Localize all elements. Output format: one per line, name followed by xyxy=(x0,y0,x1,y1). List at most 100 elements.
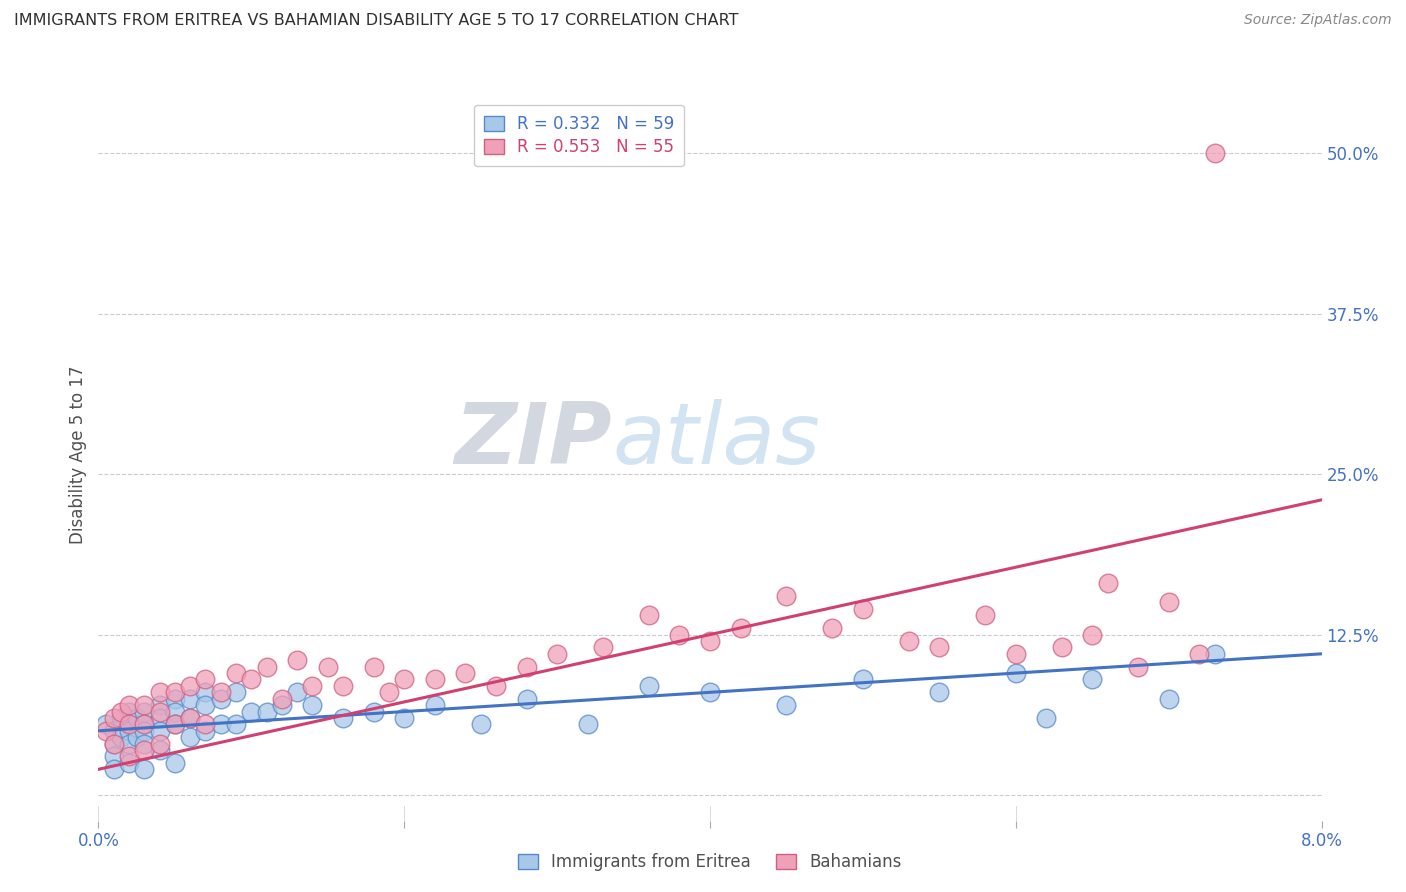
Text: IMMIGRANTS FROM ERITREA VS BAHAMIAN DISABILITY AGE 5 TO 17 CORRELATION CHART: IMMIGRANTS FROM ERITREA VS BAHAMIAN DISA… xyxy=(14,13,738,29)
Point xyxy=(103,711,125,725)
Point xyxy=(1157,595,1180,609)
Point xyxy=(179,730,201,744)
Point xyxy=(125,711,148,725)
Point xyxy=(149,711,172,725)
Point xyxy=(285,685,308,699)
Text: Source: ZipAtlas.com: Source: ZipAtlas.com xyxy=(1244,13,1392,28)
Point xyxy=(974,608,997,623)
Point xyxy=(149,698,172,713)
Point xyxy=(1097,576,1119,591)
Point xyxy=(134,705,156,719)
Point xyxy=(775,589,797,603)
Point xyxy=(163,691,186,706)
Point xyxy=(194,717,217,731)
Point xyxy=(668,627,690,641)
Point xyxy=(118,717,141,731)
Point xyxy=(852,673,875,687)
Point xyxy=(1050,640,1073,655)
Point xyxy=(110,730,132,744)
Point xyxy=(209,717,232,731)
Point xyxy=(179,679,201,693)
Point xyxy=(730,621,752,635)
Point xyxy=(1157,691,1180,706)
Point xyxy=(301,698,323,713)
Point xyxy=(225,685,247,699)
Point xyxy=(775,698,797,713)
Point xyxy=(103,723,125,738)
Point xyxy=(163,685,186,699)
Point xyxy=(209,685,232,699)
Point xyxy=(118,698,141,713)
Point xyxy=(1004,666,1026,681)
Point xyxy=(423,673,446,687)
Point xyxy=(94,717,117,731)
Point xyxy=(118,705,141,719)
Point xyxy=(149,737,172,751)
Point xyxy=(270,698,294,713)
Point xyxy=(134,762,156,776)
Point xyxy=(194,723,217,738)
Point xyxy=(163,717,186,731)
Point xyxy=(110,711,132,725)
Point xyxy=(699,634,721,648)
Point xyxy=(1128,659,1150,673)
Point xyxy=(332,679,354,693)
Point xyxy=(363,659,385,673)
Point xyxy=(546,647,568,661)
Point xyxy=(316,659,339,673)
Point xyxy=(163,717,186,731)
Point xyxy=(928,640,950,655)
Point xyxy=(240,705,263,719)
Point xyxy=(118,737,141,751)
Point xyxy=(1035,711,1057,725)
Point xyxy=(516,691,538,706)
Point xyxy=(103,737,125,751)
Point xyxy=(134,743,156,757)
Point xyxy=(454,666,477,681)
Point xyxy=(163,705,186,719)
Point xyxy=(256,705,278,719)
Point xyxy=(301,679,323,693)
Point xyxy=(194,673,217,687)
Point xyxy=(134,717,156,731)
Point xyxy=(194,685,217,699)
Point xyxy=(134,717,156,731)
Point xyxy=(928,685,950,699)
Point xyxy=(852,602,875,616)
Text: ZIP: ZIP xyxy=(454,399,612,482)
Point xyxy=(485,679,508,693)
Point xyxy=(392,711,416,725)
Point xyxy=(118,756,141,770)
Point xyxy=(897,634,920,648)
Point xyxy=(149,685,172,699)
Point xyxy=(209,691,232,706)
Point xyxy=(134,698,156,713)
Point xyxy=(392,673,416,687)
Point xyxy=(225,666,247,681)
Point xyxy=(592,640,614,655)
Point xyxy=(118,749,141,764)
Legend: Immigrants from Eritrea, Bahamians: Immigrants from Eritrea, Bahamians xyxy=(512,847,908,878)
Point xyxy=(179,711,201,725)
Point xyxy=(149,723,172,738)
Point xyxy=(118,723,141,738)
Y-axis label: Disability Age 5 to 17: Disability Age 5 to 17 xyxy=(69,366,87,544)
Point xyxy=(149,705,172,719)
Point xyxy=(332,711,354,725)
Point xyxy=(270,691,294,706)
Point xyxy=(1188,647,1211,661)
Point xyxy=(134,737,156,751)
Point xyxy=(94,723,117,738)
Point xyxy=(1004,647,1026,661)
Point xyxy=(423,698,446,713)
Point xyxy=(256,659,278,673)
Point xyxy=(1081,673,1104,687)
Point xyxy=(240,673,263,687)
Point xyxy=(363,705,385,719)
Point xyxy=(125,730,148,744)
Point xyxy=(576,717,599,731)
Point xyxy=(118,717,141,731)
Point xyxy=(149,743,172,757)
Point xyxy=(637,679,661,693)
Point xyxy=(179,711,201,725)
